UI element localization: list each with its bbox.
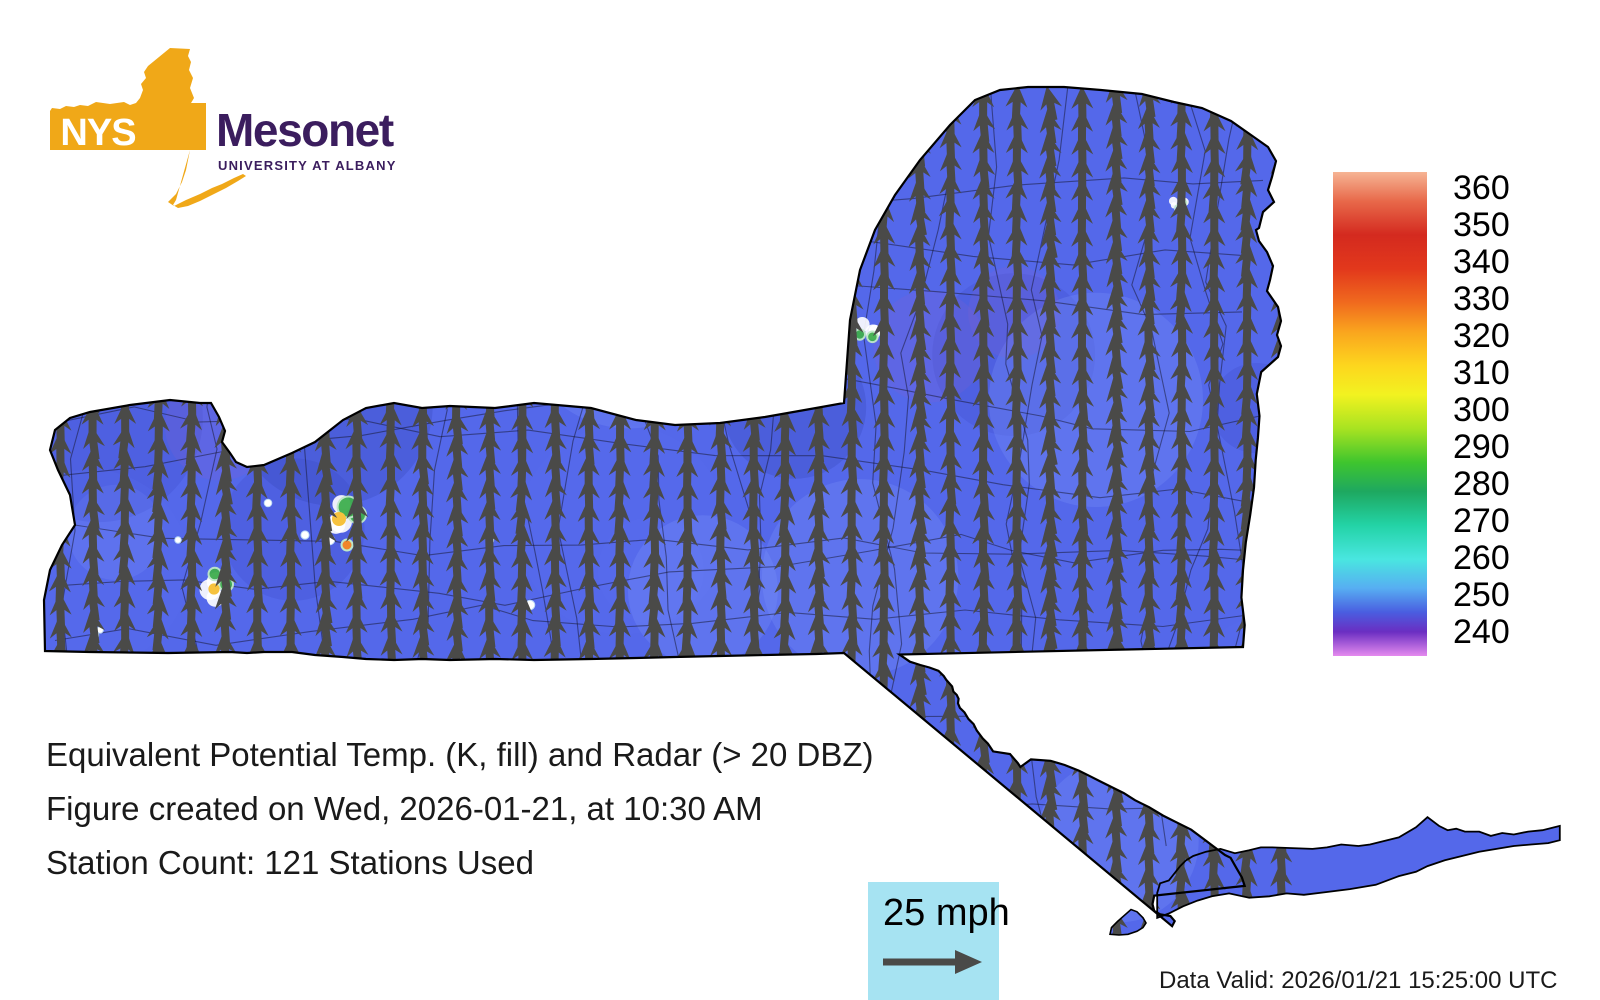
svg-text:UNIVERSITY AT ALBANY: UNIVERSITY AT ALBANY [218, 158, 397, 173]
svg-text:310: 310 [1453, 354, 1510, 392]
svg-text:320: 320 [1453, 317, 1510, 355]
svg-text:360: 360 [1453, 169, 1510, 207]
svg-text:Station Count: 121 Stations Us: Station Count: 121 Stations Used [46, 844, 534, 881]
svg-text:Equivalent Potential Temp. (K,: Equivalent Potential Temp. (K, fill) and… [46, 736, 874, 773]
svg-text:25 mph: 25 mph [883, 892, 1010, 934]
svg-text:NYS: NYS [60, 112, 135, 154]
svg-text:Mesonet: Mesonet [216, 104, 394, 156]
svg-text:270: 270 [1453, 502, 1510, 540]
svg-text:280: 280 [1453, 465, 1510, 503]
svg-text:300: 300 [1453, 391, 1510, 429]
svg-text:240: 240 [1453, 613, 1510, 651]
svg-text:260: 260 [1453, 539, 1510, 577]
svg-text:290: 290 [1453, 428, 1510, 466]
svg-text:Data Valid: 2026/01/21 15:25:0: Data Valid: 2026/01/21 15:25:00 UTC [1159, 967, 1557, 994]
svg-text:250: 250 [1453, 576, 1510, 614]
svg-text:Figure created on Wed, 2026-01: Figure created on Wed, 2026-01-21, at 10… [46, 790, 763, 827]
svg-text:350: 350 [1453, 206, 1510, 244]
svg-text:330: 330 [1453, 280, 1510, 318]
svg-text:340: 340 [1453, 243, 1510, 281]
